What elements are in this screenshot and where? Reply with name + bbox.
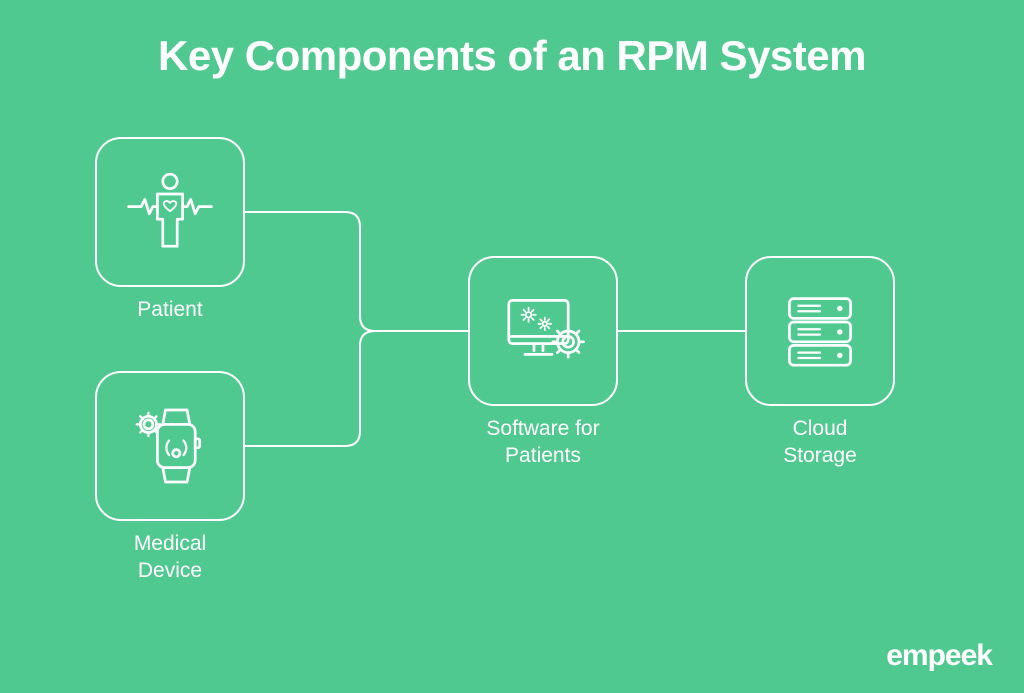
edge-patient-software <box>245 212 468 331</box>
label-patient: Patient <box>70 296 270 323</box>
node-medical-device <box>95 371 245 521</box>
patient-icon <box>125 167 215 257</box>
diagram-title: Key Components of an RPM System <box>0 32 1024 80</box>
brand-logo: empeek <box>886 639 992 673</box>
label-cloud-storage: CloudStorage <box>720 415 920 470</box>
node-software <box>468 256 618 406</box>
label-medical-device: MedicalDevice <box>70 530 270 585</box>
monitor-icon <box>498 286 588 376</box>
server-icon <box>775 286 865 376</box>
smartwatch-icon <box>125 401 215 491</box>
label-software: Software forPatients <box>443 415 643 470</box>
node-cloud-storage <box>745 256 895 406</box>
edge-device-software <box>245 331 468 446</box>
node-patient <box>95 137 245 287</box>
